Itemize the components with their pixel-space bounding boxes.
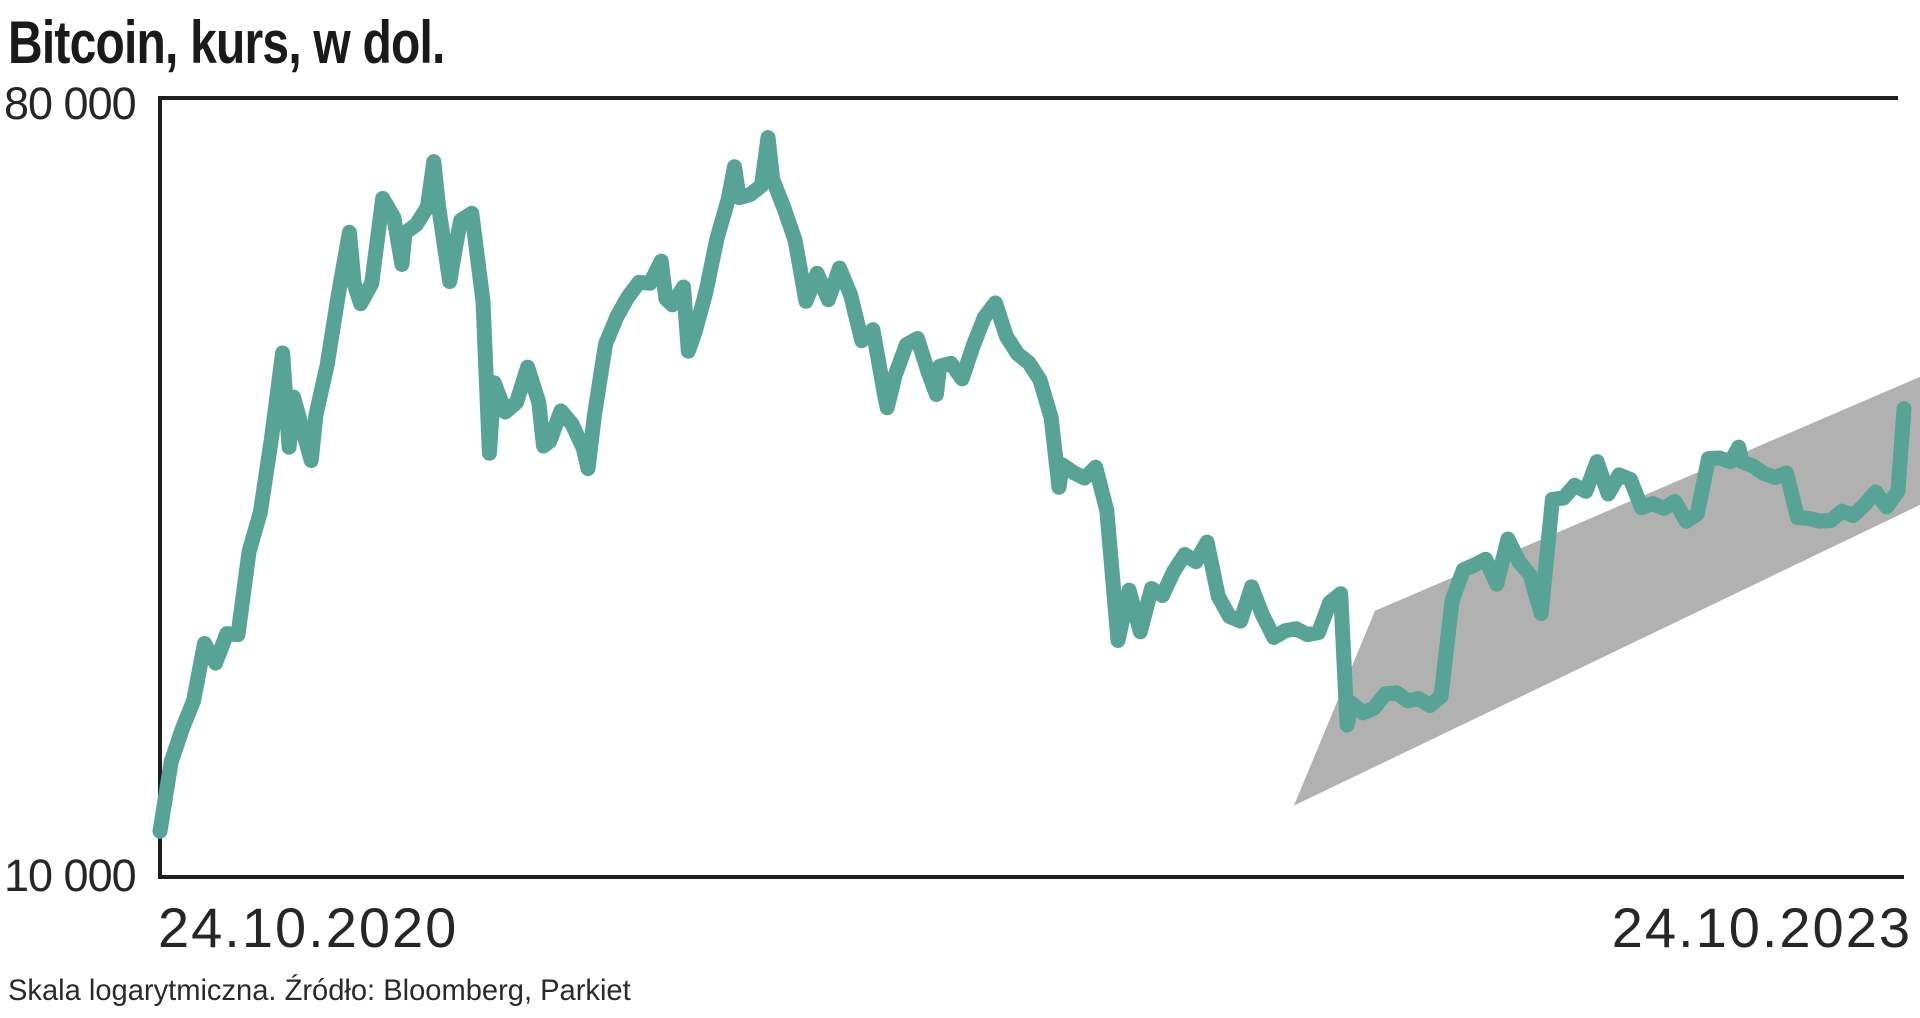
trend-channel-band bbox=[1293, 376, 1920, 806]
y-axis-max-label: 80 000 bbox=[4, 78, 137, 129]
axis-frame bbox=[158, 96, 1904, 879]
x-axis-end-label: 24.10.2023 bbox=[1611, 896, 1912, 959]
source-footnote: Skala logarytmiczna. Źródło: Bloomberg, … bbox=[8, 974, 631, 1007]
price-line bbox=[152, 130, 1912, 839]
x-axis-start-label: 24.10.2020 bbox=[158, 896, 459, 959]
page-title: Bitcoin, kurs, w dol. bbox=[8, 9, 445, 76]
y-axis-min-label: 10 000 bbox=[4, 850, 137, 901]
